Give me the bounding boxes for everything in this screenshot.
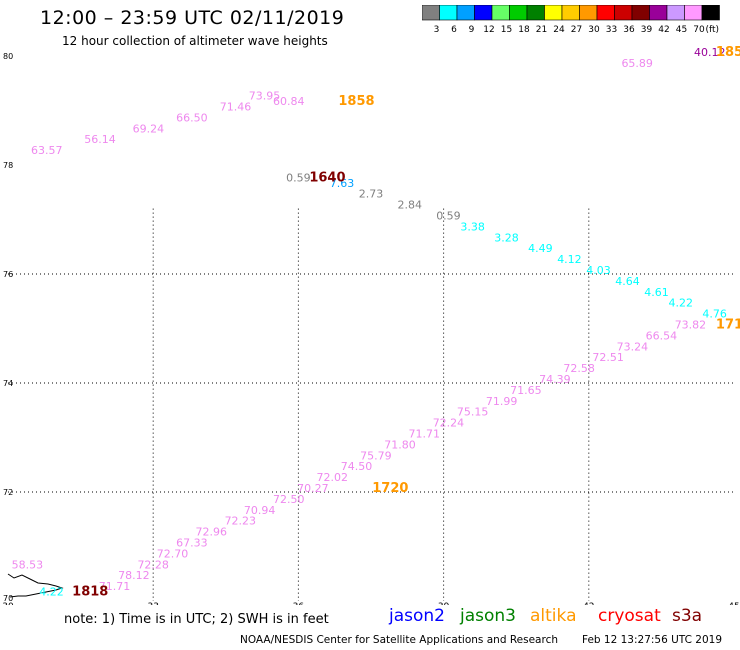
wave-height-label: 71.65 (510, 384, 542, 397)
wave-height-label: 0.59 (436, 210, 461, 223)
footer-timestamp: Feb 12 13:27:56 UTC 2019 (582, 634, 722, 646)
wave-height-label: 71.71 (408, 428, 440, 441)
wave-height-label: 58.53 (12, 558, 44, 571)
wave-height-label: 70.94 (244, 504, 276, 517)
wave-height-label: 73.95 (249, 90, 281, 103)
wave-height-label: 69.24 (133, 122, 165, 135)
wave-height-map: 30333639424572747678807065.8940.1260.847… (2, 45, 740, 605)
latitude-tick-label: 78 (3, 161, 13, 170)
footer-agency: NOAA/NESDIS Center for Satellite Applica… (240, 634, 558, 646)
wave-height-label: 75.15 (457, 406, 489, 419)
pass-time-label: 1858 (338, 94, 374, 109)
colorbar-tick-label: 21 (536, 25, 547, 35)
colorbar-tick-label: 70 (693, 25, 705, 35)
wave-height-label: 65.89 (621, 57, 653, 70)
legend-jason3: jason3 (460, 606, 516, 626)
colorbar-tick-label: 45 (676, 25, 687, 35)
map-subtitle: 12 hour collection of altimeter wave hei… (62, 34, 328, 48)
colorbar-tick-label: 39 (641, 25, 653, 35)
wave-height-label: 3.28 (494, 231, 519, 244)
coastline (7, 573, 64, 598)
latitude-tick-label: 74 (3, 379, 13, 388)
colorbar-tick-label: 30 (588, 25, 600, 35)
pass-time-label: 1720 (372, 481, 408, 496)
wave-height-label: 74.39 (539, 373, 571, 386)
wave-height-label: 3.38 (460, 220, 485, 233)
pass-time-label: 1857 (716, 45, 740, 60)
longitude-tick-label: 36 (293, 602, 305, 605)
wave-height-label: 4.12 (557, 253, 582, 266)
wave-height-label: 56.14 (84, 133, 116, 146)
wave-height-label: 40.12 (694, 46, 726, 59)
wave-height-label: 75.79 (360, 449, 392, 462)
wave-height-label: 71.71 (99, 580, 131, 593)
units-note: note: 1) Time is in UTC; 2) SWH is in fe… (64, 612, 329, 627)
wave-height-label: 78.12 (118, 569, 150, 582)
wave-height-label: 74.50 (341, 460, 373, 473)
legend-cryosat: cryosat (598, 606, 661, 626)
wave-height-label: 72.28 (137, 558, 169, 571)
wave-height-label: 4.49 (528, 242, 553, 255)
latitude-tick-label: 70 (3, 594, 13, 603)
longitude-tick-label: 45 (728, 602, 739, 605)
wave-height-label: 66.54 (646, 329, 678, 342)
wave-height-label: 72.02 (317, 471, 349, 484)
wave-height-label: 4.03 (586, 264, 611, 277)
colorbar-tick-label: 12 (483, 25, 494, 35)
wave-height-label: 7.63 (330, 177, 355, 190)
wave-height-label: 71.80 (384, 438, 416, 451)
colorbar-unit: (ft) (706, 25, 720, 35)
colorbar-tick-label: 15 (501, 25, 512, 35)
wave-height-label: 72.51 (592, 351, 624, 364)
wave-height-label: 4.22 (669, 297, 694, 310)
wave-height-label: 72.58 (563, 362, 595, 375)
longitude-tick-label: 33 (147, 602, 158, 605)
wave-height-label: 2.84 (397, 199, 422, 212)
wave-height-label: 72.96 (196, 526, 228, 539)
wave-height-label: 66.50 (176, 111, 208, 124)
pass-time-label: 1719 (716, 318, 740, 333)
legend-altika: altika (530, 606, 577, 626)
longitude-tick-label: 30 (2, 602, 14, 605)
colorbar-tick-label: 3 (434, 25, 440, 35)
wave-height-label: 70.27 (297, 482, 329, 495)
colorbar-tick-label: 6 (451, 25, 457, 35)
pass-time-label: 1640 (309, 170, 345, 185)
wave-height-label: 71.46 (220, 101, 252, 114)
legend-s3a: s3a (672, 606, 703, 626)
wave-height-label: 4.22 (39, 586, 64, 599)
wave-height-label: 72.70 (157, 547, 189, 560)
wave-height-label: 72.50 (273, 493, 305, 506)
colorbar-tick-label: 9 (469, 25, 475, 35)
wave-height-label: 73.24 (617, 340, 649, 353)
wave-height-label: 60.84 (273, 95, 305, 108)
latitude-tick-label: 72 (3, 488, 13, 497)
map-title: 12:00 – 23:59 UTC 02/11/2019 (40, 7, 345, 29)
wave-height-label: 2.73 (359, 188, 384, 201)
colorbar-tick-label: 27 (571, 25, 582, 35)
latitude-tick-label: 80 (3, 52, 13, 61)
wave-height-label: 71.99 (486, 395, 518, 408)
colorbar-swatch (701, 5, 720, 21)
longitude-tick-label: 39 (438, 602, 450, 605)
wave-height-label: 72.24 (433, 417, 465, 430)
wave-height-label: 67.33 (176, 537, 208, 550)
wave-height-label: 0.59 (286, 171, 311, 184)
colorbar-tick-label: 18 (518, 25, 530, 35)
pass-time-label: 1818 (72, 585, 108, 600)
wave-height-label: 63.57 (31, 144, 63, 157)
colorbar-tick-label: 36 (623, 25, 635, 35)
wave-height-label: 73.82 (675, 319, 707, 332)
wave-height-label: 4.64 (615, 275, 640, 288)
wave-height-label: 4.61 (644, 286, 669, 299)
legend-jason2: jason2 (389, 606, 445, 626)
colorbar-tick-label: 42 (658, 25, 669, 35)
longitude-tick-label: 42 (583, 602, 594, 605)
colorbar-tick-label: 24 (553, 25, 565, 35)
wave-height-label: 72.23 (225, 515, 257, 528)
color-scale-legend: 3 6 9 12 15 18 21 24 27 30 33 36 39 42 45 70 (ft) (422, 5, 720, 35)
colorbar-tick-label: 33 (606, 25, 617, 35)
latitude-tick-label: 76 (3, 270, 13, 279)
wave-height-label: 4.76 (702, 308, 727, 321)
